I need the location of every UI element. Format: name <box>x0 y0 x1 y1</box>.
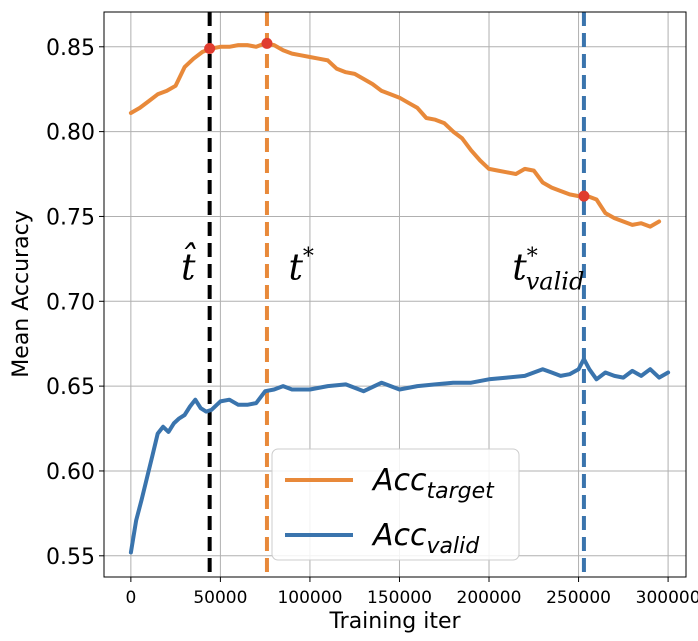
x-tick-label: 50000 <box>193 588 247 608</box>
series-lines <box>128 41 671 555</box>
vertical-lines <box>207 12 586 577</box>
x-tick-label: 150000 <box>367 588 432 608</box>
vline-label-1: t* <box>288 244 313 288</box>
legend-label-sub: target <box>427 479 496 504</box>
vline-label-0: t̂ <box>181 243 197 289</box>
marker-2 <box>578 190 590 202</box>
vline-label-sup: * <box>303 244 314 269</box>
y-tick-label: 0.60 <box>46 460 95 485</box>
x-tick-label: 0 <box>125 588 136 608</box>
vline-label-sub: valid <box>526 267 585 295</box>
y-tick-label: 0.75 <box>46 205 95 230</box>
annotations: t̂ t* t* valid <box>181 243 584 296</box>
series-line-target <box>128 41 662 229</box>
legend-label-main: Acc <box>371 518 427 553</box>
legend-label-sub: valid <box>427 534 481 559</box>
marker-0 <box>204 42 216 54</box>
vline-label-main: t <box>288 247 303 288</box>
x-tick-label: 250000 <box>546 588 611 608</box>
vline-label-main: t <box>512 247 527 288</box>
x-axis-label: Training iter <box>328 609 461 634</box>
markers <box>204 37 590 202</box>
legend-box <box>271 448 520 561</box>
axis-ticks: 0 50000 100000 150000 200000 250000 300000 0.55… <box>46 36 698 608</box>
marker-1 <box>261 37 273 49</box>
y-axis-label: Mean Accuracy <box>9 210 34 377</box>
vline-label-main: t̂ <box>181 243 197 289</box>
x-tick-label: 300000 <box>636 588 698 608</box>
y-tick-label: 0.70 <box>46 290 95 315</box>
y-tick-label: 0.55 <box>46 545 95 570</box>
y-tick-label: 0.85 <box>46 36 95 61</box>
legend-label-target: Acctarget <box>371 463 495 504</box>
legend-label-valid: Accvalid <box>371 518 480 559</box>
vline-label-sup: * <box>527 244 538 269</box>
x-tick-label: 200000 <box>457 588 522 608</box>
series-line-valid <box>128 357 671 555</box>
plot-frame <box>103 11 687 578</box>
vline-label-2: t* valid <box>512 244 584 295</box>
y-tick-label: 0.80 <box>46 121 95 146</box>
legend-label-main: Acc <box>371 463 427 498</box>
y-tick-label: 0.65 <box>46 375 95 400</box>
x-tick-label: 100000 <box>277 588 342 608</box>
